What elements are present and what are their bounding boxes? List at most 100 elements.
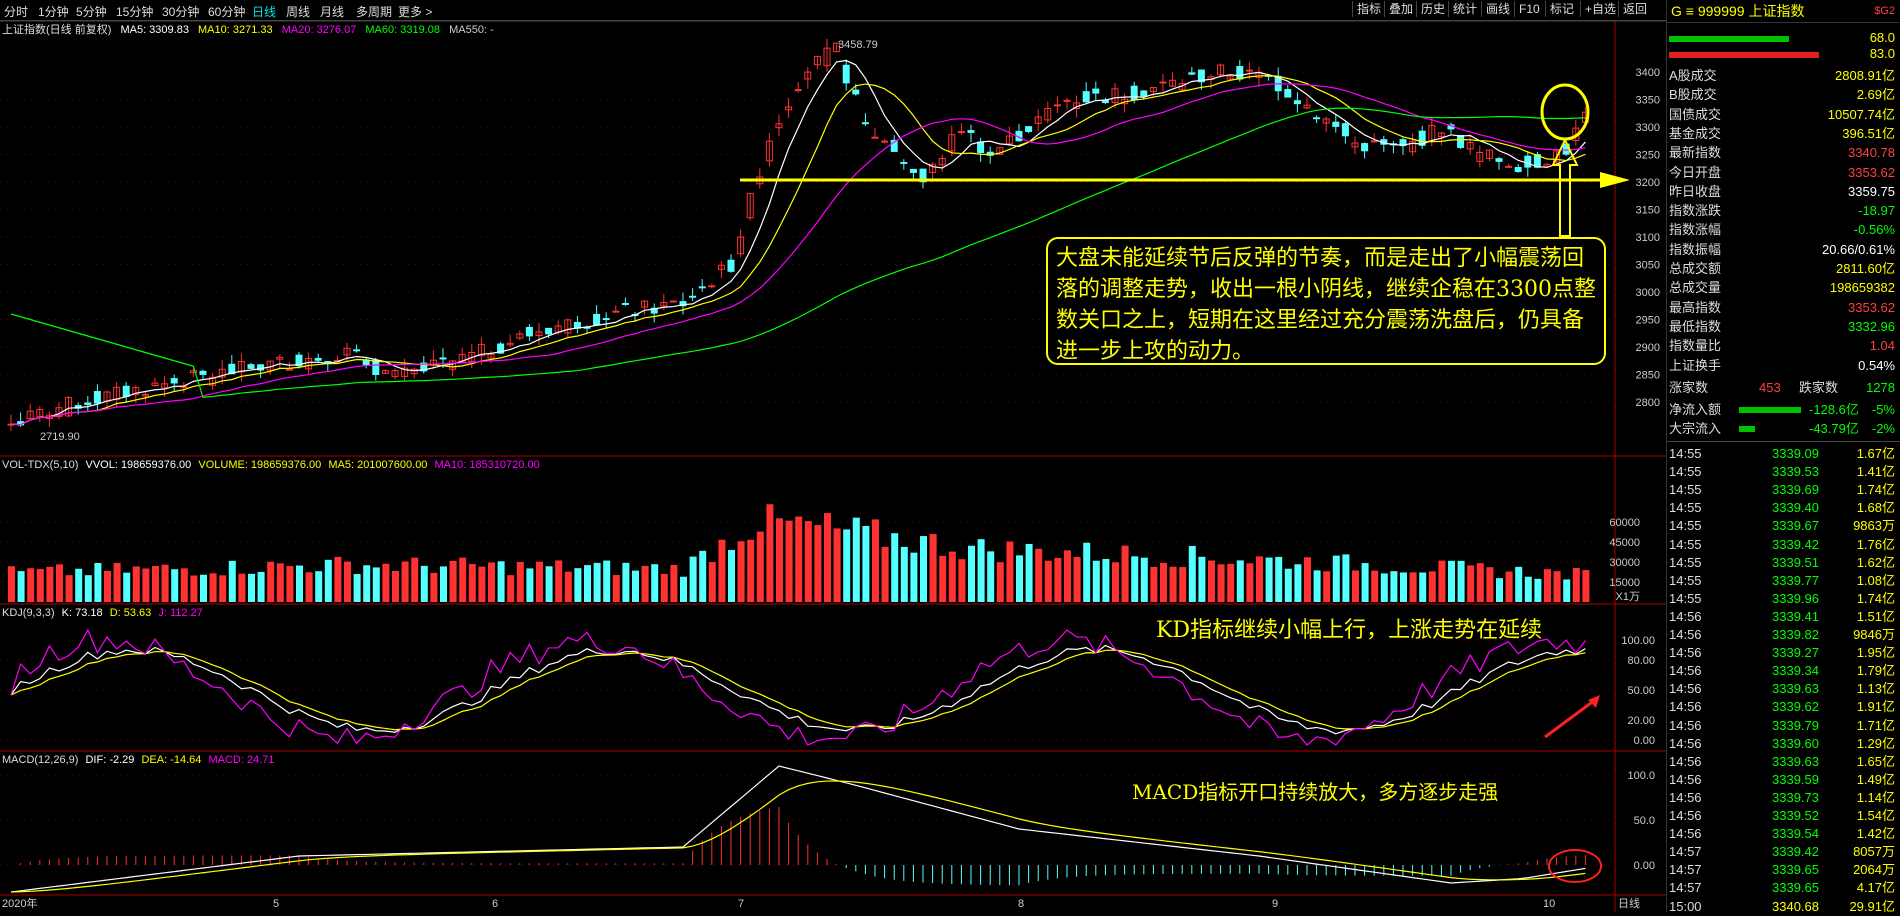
period-tab-0[interactable]: 分时 bbox=[4, 5, 29, 19]
candle-body bbox=[1351, 142, 1359, 148]
volume-bar bbox=[1304, 557, 1311, 602]
volume-bar bbox=[1457, 560, 1465, 602]
candle-body bbox=[1053, 104, 1061, 107]
candle-body bbox=[737, 236, 745, 255]
volume-bar bbox=[1582, 570, 1590, 602]
volume-bar bbox=[152, 565, 159, 602]
tool-button-8[interactable]: 返回 bbox=[1618, 1, 1651, 17]
volume-bar bbox=[142, 568, 150, 602]
volume-bar bbox=[1265, 557, 1273, 602]
volume-bar bbox=[881, 546, 889, 602]
candle-body bbox=[285, 368, 293, 371]
period-toolbar: 分时 1分钟 5分钟 15分钟 30分钟 60分钟 日线 周线 月线 多周期 更多 > 指标 叠加 历史统… bbox=[0, 0, 1666, 21]
volume-bar bbox=[65, 575, 73, 602]
ma60-readout: MA60: 3319.08 bbox=[365, 24, 441, 36]
candle-body bbox=[727, 259, 735, 272]
volume-bar bbox=[1505, 571, 1513, 602]
volume-bar bbox=[1553, 571, 1561, 602]
macd-indicator-name: MACD(12,26,9) bbox=[2, 754, 79, 766]
period-tab-10[interactable]: 更多 > bbox=[398, 5, 433, 19]
volume-tick: 60000 bbox=[1609, 517, 1640, 529]
volume-bar bbox=[1390, 571, 1398, 602]
volume-bar bbox=[1256, 556, 1263, 602]
volume-bar bbox=[1563, 579, 1571, 602]
volume-bar bbox=[1092, 560, 1100, 602]
volume-bar bbox=[1121, 545, 1129, 602]
macd-highlight-circle bbox=[1548, 849, 1602, 883]
tick-row: 14:56 3339.59 1.49亿 bbox=[1669, 771, 1895, 787]
ma60-line bbox=[10, 107, 1586, 399]
volume-bar bbox=[382, 563, 390, 602]
volume-bar bbox=[200, 574, 207, 602]
volume-tick: 15000 bbox=[1609, 577, 1640, 589]
period-tab-5[interactable]: 60分钟 bbox=[208, 5, 246, 19]
kdj-indicator-name: KDJ(9,3,3) bbox=[2, 607, 55, 619]
volume-bar bbox=[1217, 564, 1225, 602]
period-tab-2[interactable]: 5分钟 bbox=[76, 5, 107, 19]
volume-bar bbox=[17, 571, 25, 602]
candle-body bbox=[1553, 150, 1561, 163]
candle-body bbox=[545, 327, 553, 335]
volume-bar bbox=[632, 570, 639, 602]
kdj-tick: 100.00 bbox=[1621, 635, 1655, 647]
volume-bar bbox=[1102, 558, 1110, 602]
k-readout: K: 73.18 bbox=[61, 607, 103, 619]
tool-button-5[interactable]: F10 bbox=[1514, 1, 1544, 17]
price-tick: 2800 bbox=[1636, 397, 1660, 409]
tool-button-2[interactable]: 历史 bbox=[1416, 1, 1449, 17]
period-tab-9[interactable]: 多周期 bbox=[356, 5, 393, 19]
tool-button-0[interactable]: 指标 bbox=[1352, 1, 1385, 17]
volume-bar bbox=[1352, 570, 1359, 602]
sidebar-header[interactable]: G ≡ 999999 上证指数 $G2 bbox=[1667, 0, 1900, 23]
candle-body bbox=[861, 122, 869, 125]
tick-row: 14:55 3339.51 1.62亿 bbox=[1669, 554, 1895, 570]
candle-body bbox=[909, 168, 917, 173]
volume-bar bbox=[1073, 557, 1081, 602]
candle-body bbox=[1437, 132, 1445, 138]
volume-bar bbox=[862, 525, 870, 602]
tool-button-6[interactable]: 标记 bbox=[1545, 1, 1578, 17]
date-label: 7 bbox=[738, 898, 744, 910]
candle-body bbox=[1236, 66, 1244, 80]
period-tab-3[interactable]: 15分钟 bbox=[116, 5, 154, 19]
tool-button-3[interactable]: 统计 bbox=[1448, 1, 1481, 17]
candle-body bbox=[833, 42, 841, 53]
period-tab-8[interactable]: 月线 bbox=[320, 5, 345, 19]
volume-bar bbox=[891, 533, 899, 602]
candle-body bbox=[1409, 140, 1417, 153]
tool-button-7[interactable]: +自选 bbox=[1580, 1, 1620, 17]
tick-row: 14:55 3339.69 1.74亿 bbox=[1669, 482, 1895, 498]
candle-body bbox=[852, 89, 860, 95]
volume-bar bbox=[1476, 563, 1484, 602]
volume-bar bbox=[545, 566, 553, 602]
strength-bar-1: 68.0 bbox=[1669, 28, 1899, 47]
volume-bar bbox=[180, 568, 188, 602]
volume-bar bbox=[612, 574, 620, 602]
price-tick: 3200 bbox=[1636, 177, 1660, 189]
price-tick: 3150 bbox=[1636, 205, 1660, 217]
period-tab-1[interactable]: 1分钟 bbox=[38, 5, 69, 19]
tool-button-4[interactable]: 画线 bbox=[1481, 1, 1514, 17]
tick-row: 14:55 3339.53 1.41亿 bbox=[1669, 464, 1895, 480]
volume-bar bbox=[132, 566, 140, 602]
kdj-tick: 50.00 bbox=[1627, 685, 1655, 697]
period-tab-4[interactable]: 30分钟 bbox=[162, 5, 200, 19]
kdj-trend-arrowhead bbox=[1588, 695, 1600, 708]
candle-body bbox=[1341, 123, 1349, 137]
volume-bar bbox=[56, 564, 63, 602]
period-tab-6[interactable]: 日线 bbox=[252, 5, 277, 19]
dea-readout: DEA: -14.64 bbox=[141, 754, 202, 766]
period-tab-7[interactable]: 周线 bbox=[286, 5, 311, 19]
candle-body bbox=[996, 147, 1004, 155]
price-tick: 3050 bbox=[1636, 260, 1660, 272]
tool-button-1[interactable]: 叠加 bbox=[1384, 1, 1417, 17]
candle-body bbox=[813, 55, 821, 66]
volume-bar bbox=[852, 517, 860, 602]
candle-body bbox=[1476, 152, 1484, 162]
volume-bar bbox=[248, 573, 255, 602]
volume-bar bbox=[728, 549, 735, 602]
ma550-readout: MA550: - bbox=[449, 24, 494, 36]
volume-bar bbox=[843, 529, 851, 602]
volume-bar bbox=[468, 564, 476, 602]
volume-bar bbox=[900, 546, 908, 602]
